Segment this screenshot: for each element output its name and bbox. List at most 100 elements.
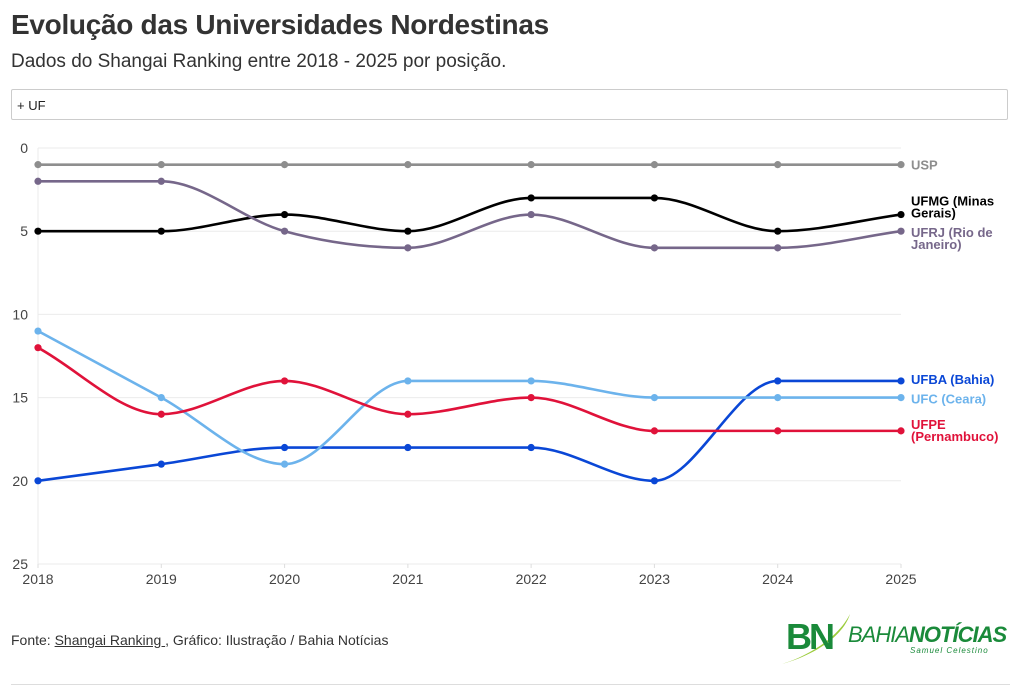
data-point[interactable] [650, 161, 659, 169]
x-tick-label: 2021 [392, 571, 423, 587]
y-tick-label: 10 [12, 306, 28, 322]
series-ufpe [34, 344, 905, 435]
data-point[interactable] [404, 443, 412, 452]
data-point[interactable] [527, 194, 535, 202]
x-tick-label: 2023 [639, 571, 670, 587]
y-tick-label: 15 [12, 390, 28, 406]
data-point[interactable] [280, 443, 289, 452]
data-point[interactable] [650, 194, 659, 202]
source-link[interactable]: Shangai Ranking [54, 632, 166, 648]
series-ufc [34, 327, 905, 468]
series-label-line: UFRJ (Rio de [911, 225, 993, 240]
y-tick-label: 0 [20, 140, 28, 156]
data-point[interactable] [527, 161, 535, 169]
data-point[interactable] [34, 177, 42, 185]
data-point[interactable] [34, 477, 42, 485]
data-point[interactable] [897, 161, 905, 169]
series-label: UFMG (Minas Gerais) [911, 194, 994, 221]
y-axis-ticks: 0 5 10 15 20 25 [12, 140, 28, 572]
series-ufmg [34, 194, 905, 235]
series-label-line: UFC (Ceara) [911, 392, 986, 407]
data-point[interactable] [774, 427, 782, 435]
logo-name-light: BAHIA [848, 622, 910, 647]
data-point[interactable] [650, 394, 659, 402]
data-point[interactable] [34, 161, 42, 169]
x-tick-label: 2024 [762, 571, 793, 587]
data-point[interactable] [897, 227, 905, 235]
series-label: USP [911, 158, 938, 173]
x-tick-label: 2019 [146, 571, 177, 587]
data-point[interactable] [157, 394, 165, 402]
data-point[interactable] [280, 210, 289, 219]
series-usp [34, 161, 905, 169]
data-point[interactable] [280, 227, 289, 235]
series-labels: USP UFMG (Minas Gerais) UFRJ (Rio de Janeiro… [911, 158, 998, 444]
data-point[interactable] [404, 227, 412, 235]
bahia-noticias-logo: BN BAHIANOTÍCIAS Samuel Celestino [778, 608, 1007, 668]
data-point[interactable] [280, 460, 289, 468]
logo-name: BAHIANOTÍCIAS [848, 622, 1007, 648]
footer-divider [11, 684, 1010, 685]
data-point[interactable] [157, 460, 165, 468]
data-point[interactable] [650, 244, 659, 252]
x-tick-label: 2025 [885, 571, 916, 587]
series-label-line: USP [911, 158, 938, 173]
data-point[interactable] [404, 161, 412, 169]
data-point[interactable] [157, 177, 165, 185]
data-point[interactable] [774, 394, 782, 402]
data-point[interactable] [157, 227, 165, 235]
series-label: UFRJ (Rio de Janeiro) [911, 225, 993, 252]
series-label: UFPE (Pernambuco) [911, 417, 998, 444]
x-tick-label: 2022 [516, 571, 547, 587]
series-label-line: UFBA (Bahia) [911, 372, 994, 387]
data-point[interactable] [157, 410, 165, 418]
data-point[interactable] [280, 161, 289, 169]
series-line [37, 196, 902, 233]
data-point[interactable] [774, 161, 782, 169]
series-label: UFC (Ceara) [911, 392, 986, 407]
series-line [37, 346, 901, 433]
data-point[interactable] [774, 377, 782, 385]
data-point[interactable] [404, 410, 412, 418]
data-point[interactable] [404, 377, 412, 385]
data-point[interactable] [34, 344, 42, 352]
data-point[interactable] [650, 427, 659, 435]
uf-filter-button[interactable]: + UF [11, 89, 1008, 120]
data-point[interactable] [650, 477, 659, 485]
series-ufba [34, 377, 905, 485]
data-point[interactable] [897, 210, 905, 219]
data-point[interactable] [774, 244, 782, 252]
data-point[interactable] [897, 394, 905, 402]
data-point[interactable] [897, 377, 905, 385]
chart-title: Evolução das Universidades Nordestinas [11, 9, 549, 40]
source-note: Fonte: Shangai Ranking , Gráfico: Ilustr… [11, 632, 388, 648]
y-tick-label: 20 [12, 473, 28, 489]
series-line [37, 329, 901, 466]
source-suffix: , Gráfico: Ilustração / Bahia Notícias [165, 632, 389, 648]
series-line [37, 379, 901, 483]
data-point[interactable] [34, 227, 42, 235]
logo-tagline: Samuel Celestino [910, 646, 989, 655]
data-point[interactable] [280, 377, 289, 385]
data-point[interactable] [774, 227, 782, 235]
data-point[interactable] [157, 161, 165, 169]
series-label-line: UFPE [911, 417, 946, 432]
data-point[interactable] [527, 394, 535, 402]
logo-name-bold: NOTÍCIAS [909, 622, 1007, 647]
x-axis-ticks: 2018 2019 2020 2021 2022 2023 2024 2025 [22, 564, 917, 587]
y-tick-label: 5 [20, 223, 28, 239]
y-tick-label: 25 [12, 556, 28, 572]
data-point[interactable] [404, 244, 412, 252]
series-label-line: Gerais) [911, 206, 956, 221]
series-lines [34, 161, 905, 485]
logo-mark: BN [786, 616, 835, 657]
grid-lines [37, 147, 901, 565]
data-point[interactable] [527, 443, 535, 452]
data-point[interactable] [527, 377, 535, 385]
data-point[interactable] [527, 210, 535, 219]
data-point[interactable] [34, 327, 42, 335]
series-label-line: UFMG (Minas [911, 194, 994, 209]
series-ufrj [34, 177, 905, 252]
data-point[interactable] [897, 427, 905, 435]
